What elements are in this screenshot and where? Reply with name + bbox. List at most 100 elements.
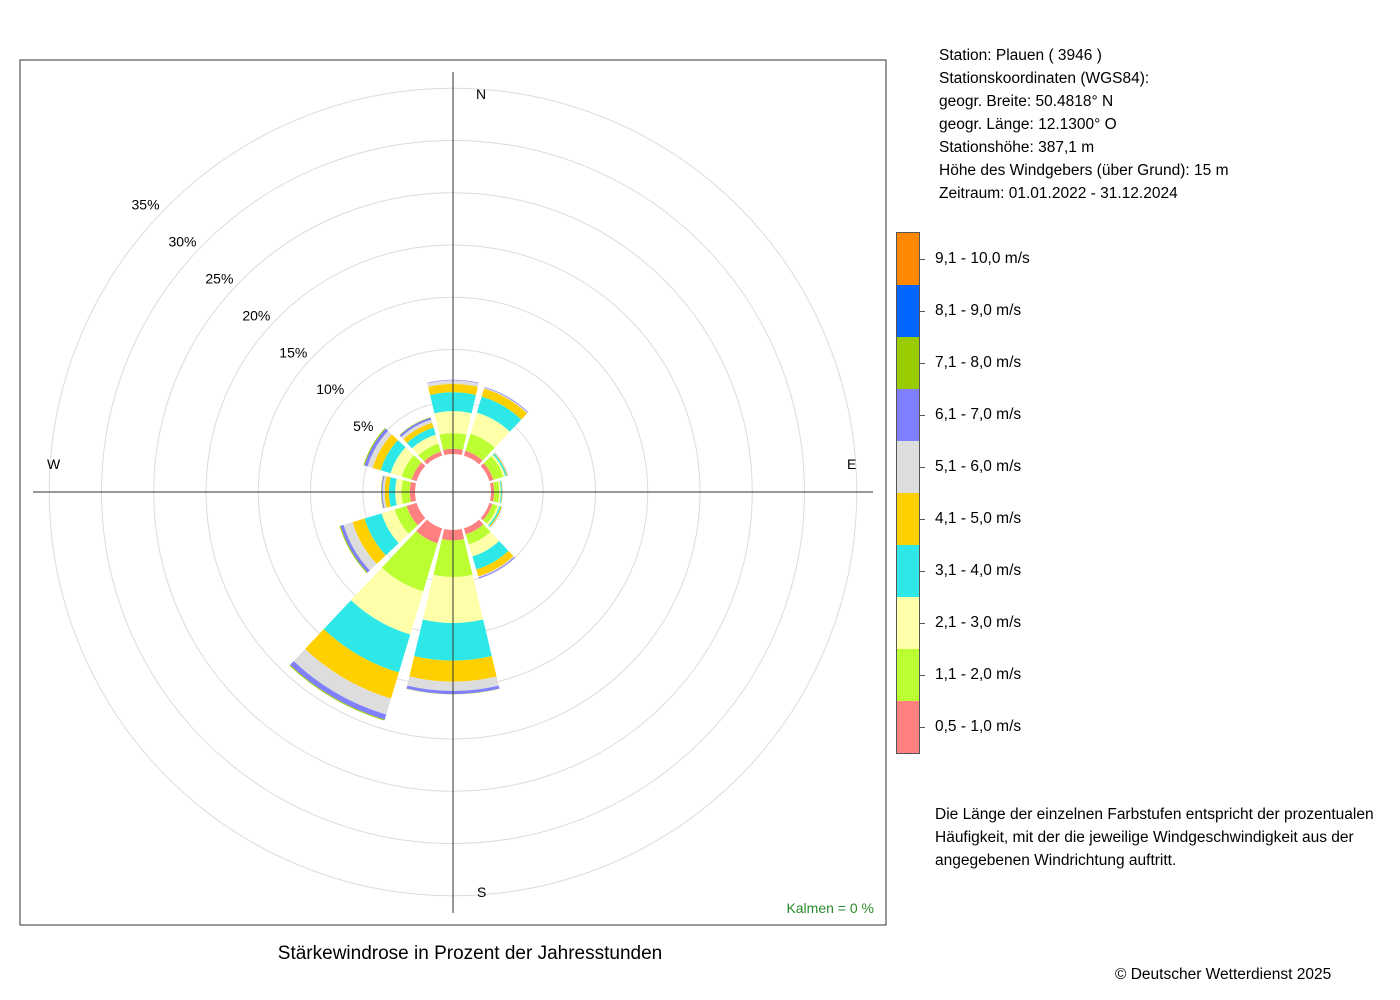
sector-segment — [364, 428, 389, 467]
sector-segment — [476, 396, 522, 432]
legend-label: 1,1 - 2,0 m/s — [935, 666, 1022, 683]
sector-segment — [480, 502, 493, 521]
legend-swatch — [897, 337, 919, 389]
legend-swatch — [897, 493, 919, 545]
sector-segment — [488, 505, 501, 527]
sector-segment — [290, 661, 387, 720]
sector-segment — [406, 427, 436, 449]
sector-segment — [481, 388, 528, 420]
latitude: geogr. Breite: 50.4818° N — [939, 93, 1114, 110]
sector-segment — [401, 455, 422, 480]
legend-color-bar — [896, 232, 920, 754]
legend-tick — [920, 467, 925, 468]
sector-segment — [406, 502, 426, 526]
sector-segment — [381, 509, 409, 544]
calm-label: Kalmen = 0 % — [786, 900, 874, 916]
coordinates-heading: Stationskoordinaten (WGS84): — [939, 70, 1150, 87]
chart-caption: Stärkewindrose in Prozent der Jahresstun… — [277, 943, 663, 964]
legend-tick — [920, 363, 925, 364]
legend-label: 4,1 - 5,0 m/s — [935, 510, 1022, 527]
radial-tick-label: 30% — [168, 233, 196, 249]
legend-tick — [920, 311, 925, 312]
sector-segment — [411, 462, 426, 482]
wind-sectors — [289, 379, 529, 721]
sector-segment — [501, 480, 503, 504]
plot-frame — [19, 59, 887, 926]
radial-tick-label: 35% — [132, 197, 160, 213]
legend-tick — [920, 727, 925, 728]
sector-segment — [381, 475, 385, 509]
sector-segment — [406, 685, 500, 695]
radial-tick-label: 25% — [205, 270, 233, 286]
sector-segment — [340, 524, 370, 573]
legend-swatch — [897, 701, 919, 753]
sector-segment — [470, 412, 510, 448]
radial-tick-label: 20% — [242, 307, 270, 323]
legend-label: 9,1 - 10,0 m/s — [935, 250, 1030, 267]
sector-segment — [493, 452, 508, 476]
longitude: geogr. Länge: 12.1300° O — [939, 116, 1117, 133]
sector-segment — [500, 480, 503, 504]
sector-segment — [427, 379, 479, 384]
compass-label-west: W — [47, 456, 61, 472]
legend-tick — [920, 623, 925, 624]
sector-segment — [416, 519, 443, 544]
sector-segment — [399, 417, 432, 437]
sector-segment — [468, 531, 500, 557]
sector-segment — [418, 443, 441, 462]
sector-segment — [463, 450, 483, 465]
station-info: Station: Plauen ( 3946 ) Stationskoordin… — [939, 44, 1228, 205]
sector-segment — [401, 419, 433, 440]
sector-segment — [465, 524, 491, 545]
sector-segment — [364, 513, 399, 556]
sector-segment — [486, 505, 500, 526]
legend-tick — [920, 571, 925, 572]
sector-segment — [465, 433, 495, 461]
sector-segment — [352, 518, 386, 564]
sector-segment — [350, 567, 424, 635]
sector-segment — [489, 506, 502, 528]
legend-swatch — [897, 233, 919, 285]
sector-segment — [480, 463, 494, 482]
legend-swatch — [897, 545, 919, 597]
sector-segment — [478, 556, 515, 579]
legend-tick — [920, 519, 925, 520]
sector-segment — [463, 519, 484, 535]
sector-segment — [411, 434, 439, 456]
sector-segment — [491, 454, 506, 477]
sector-segment — [403, 422, 434, 444]
compass-axes — [33, 72, 873, 913]
sensor-height: Höhe des Windgebers (über Grund): 15 m — [939, 162, 1229, 179]
sector-segment — [381, 531, 438, 592]
legend-label: 8,1 - 9,0 m/s — [935, 302, 1022, 319]
radial-tick-label: 5% — [353, 418, 373, 434]
station-name: Station: Plauen ( 3946 ) — [939, 47, 1102, 64]
sector-segment — [482, 503, 498, 524]
sector-segment — [476, 550, 514, 577]
legend-label: 6,1 - 7,0 m/s — [935, 406, 1022, 423]
legend-label: 5,1 - 6,0 m/s — [935, 458, 1022, 475]
sector-segment — [343, 522, 377, 571]
sector-segment — [380, 440, 406, 474]
sector-segment — [424, 451, 443, 465]
sector-segment — [372, 434, 398, 471]
legend-swatch — [897, 285, 919, 337]
radial-tick-label: 10% — [316, 381, 344, 397]
sector-segment — [381, 475, 384, 509]
legend-swatch — [897, 649, 919, 701]
time-period: Zeitraum: 01.01.2022 - 31.12.2024 — [939, 185, 1178, 202]
legend-tick — [920, 675, 925, 676]
radial-tick-label: 15% — [279, 344, 307, 360]
legend-label: 2,1 - 3,0 m/s — [935, 614, 1022, 631]
legend-tick — [920, 259, 925, 260]
legend-label: 3,1 - 4,0 m/s — [935, 562, 1022, 579]
station-elevation: Stationshöhe: 387,1 m — [939, 139, 1095, 156]
sector-segment — [367, 430, 392, 468]
sector-segment — [305, 629, 399, 699]
chart-labels: N E S W 5% 10% 15% 20% 25% 30% 35% Kalmen = 0 % — [47, 86, 874, 916]
sector-segment — [293, 648, 392, 715]
sector-segment — [406, 688, 500, 695]
legend-label: 7,1 - 8,0 m/s — [935, 354, 1022, 371]
compass-label-north: N — [476, 86, 486, 102]
